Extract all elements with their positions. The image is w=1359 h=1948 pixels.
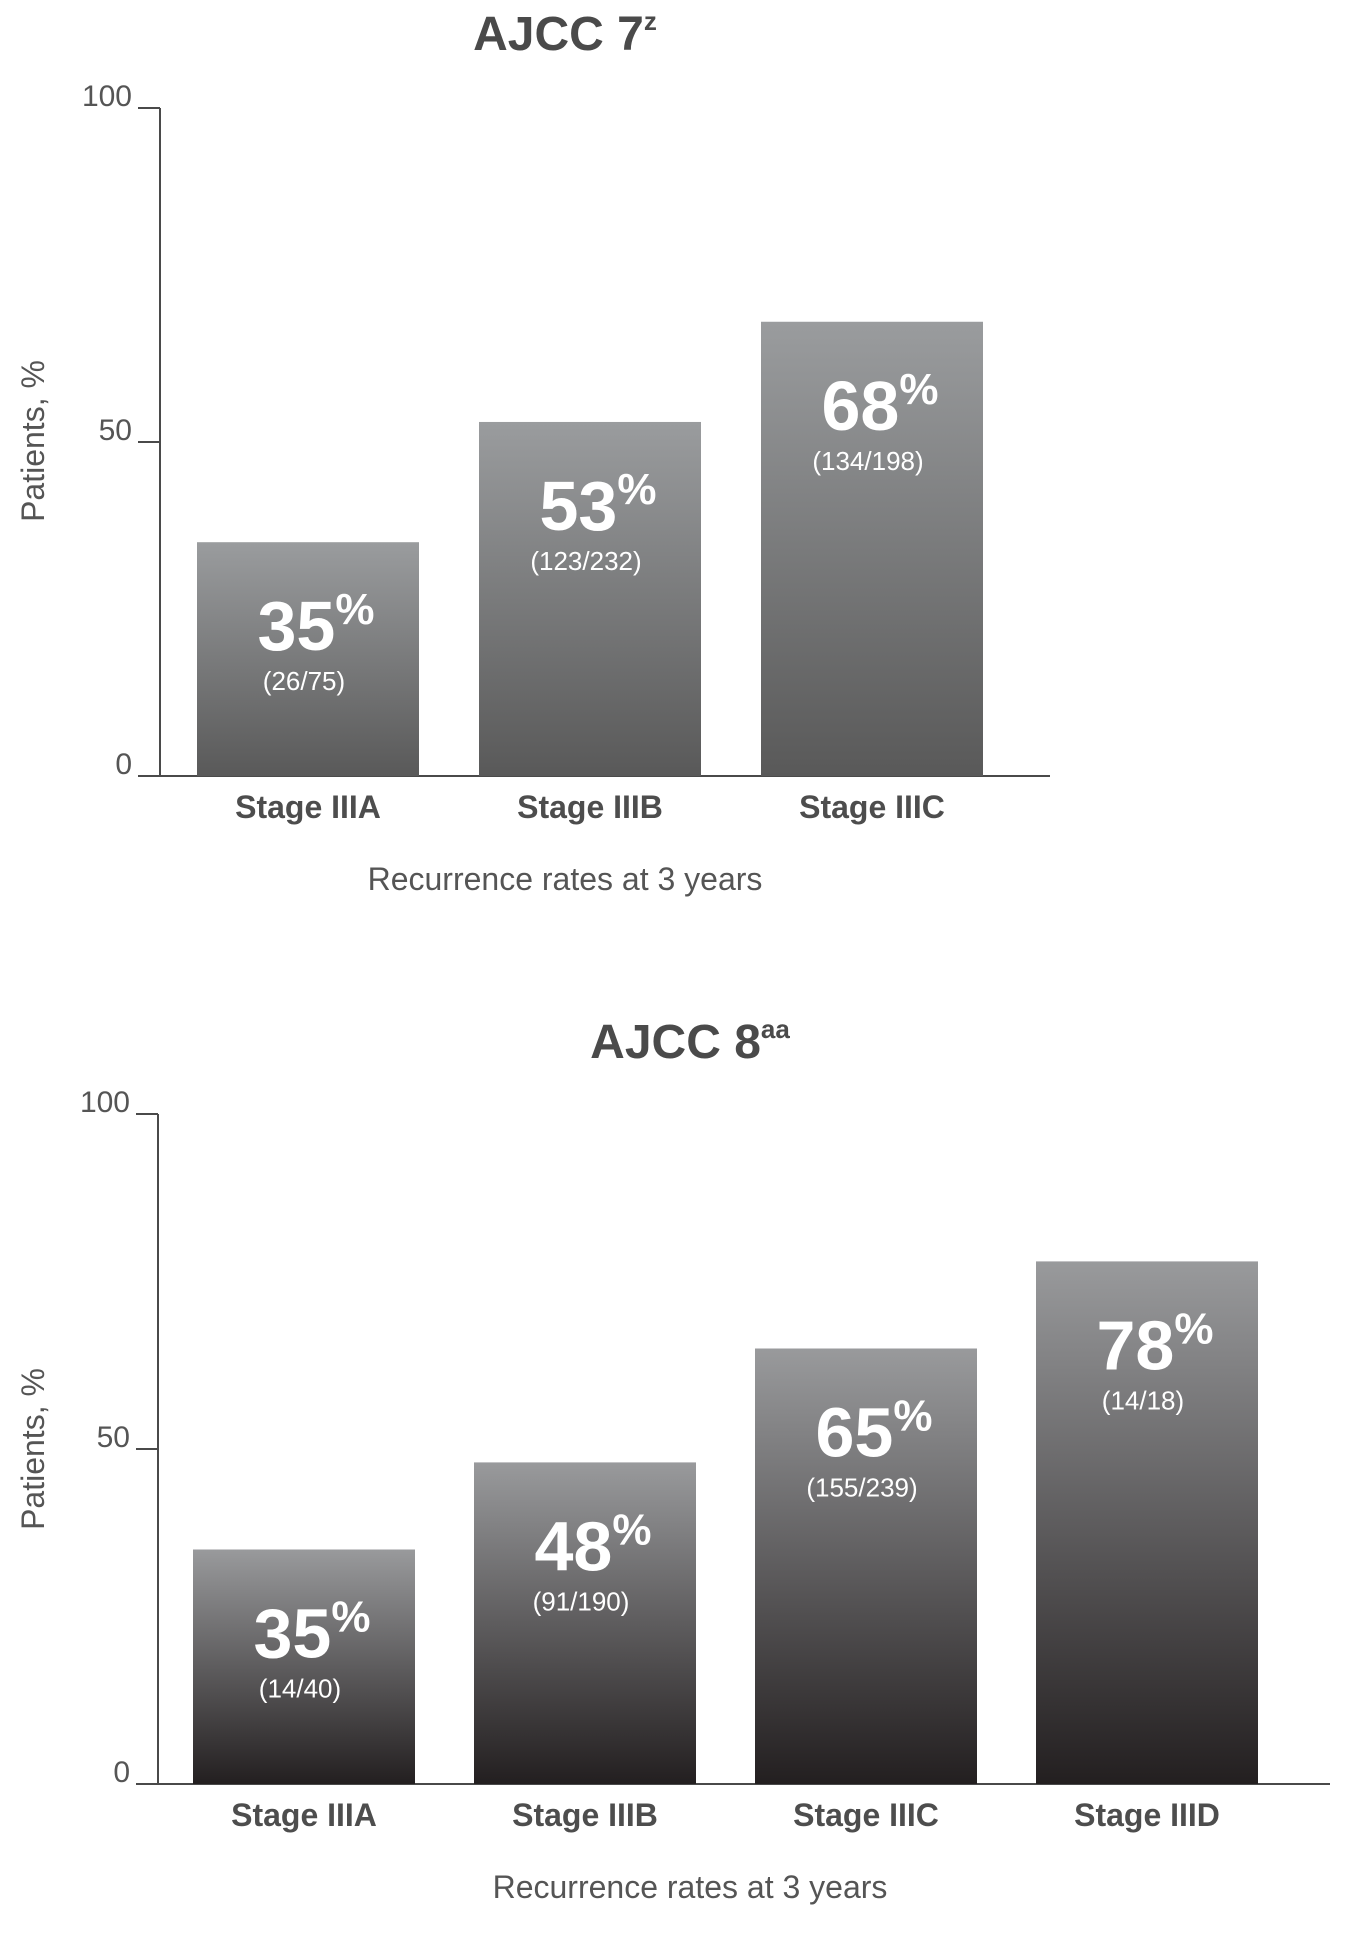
bar (761, 321, 983, 776)
chart-title: AJCC 8aa (590, 1014, 790, 1069)
bar-value-percent: % (612, 1505, 651, 1554)
bar-value-label: 68% (822, 365, 939, 445)
bar-value-percent: % (899, 365, 938, 414)
bar-value-percent: % (331, 1593, 370, 1642)
x-category-label: Stage IIIC (799, 789, 945, 825)
y-tick-label: 50 (99, 414, 132, 447)
bar-count-label: (26/75) (263, 666, 345, 696)
bar (755, 1348, 977, 1784)
chart-title-superscript: aa (761, 1014, 790, 1044)
bar (1036, 1261, 1258, 1784)
bar-value-number: 65 (816, 1394, 894, 1472)
x-category-label: Stage IIIB (517, 789, 663, 825)
y-tick-label: 0 (113, 1756, 130, 1789)
bar (197, 542, 419, 776)
y-tick-label: 50 (97, 1421, 130, 1454)
bar-count-label: (134/198) (812, 446, 923, 476)
bar (193, 1549, 415, 1784)
bar-count-label: (14/18) (1102, 1385, 1184, 1415)
bar-value-number: 68 (822, 367, 900, 445)
bar-value-number: 35 (258, 587, 336, 665)
bar-value-percent: % (617, 465, 656, 514)
x-axis-title: Recurrence rates at 3 years (368, 861, 763, 897)
bar-value-number: 35 (254, 1595, 332, 1673)
bar-value-label: 65% (816, 1392, 933, 1472)
bar-value-percent: % (893, 1392, 932, 1441)
bar-count-label: (155/239) (806, 1473, 917, 1503)
bar (479, 421, 701, 776)
bar-value-label: 35% (254, 1593, 371, 1673)
bar-value-label: 53% (540, 465, 657, 545)
bar-value-label: 78% (1097, 1304, 1214, 1384)
bar-count-label: (14/40) (259, 1674, 341, 1704)
y-axis-title: Patients, % (15, 1368, 51, 1530)
bar-count-label: (91/190) (533, 1586, 630, 1616)
bar-value-percent: % (1174, 1304, 1213, 1353)
bar-value-number: 78 (1097, 1306, 1175, 1384)
bar (474, 1462, 696, 1784)
chart-title-superscript: z (644, 6, 657, 36)
bar-value-label: 35% (258, 585, 375, 665)
x-category-label: Stage IIIA (231, 1797, 377, 1833)
x-category-label: Stage IIIA (235, 789, 381, 825)
y-tick-label: 0 (115, 748, 132, 781)
y-axis-title: Patients, % (15, 360, 51, 522)
x-category-label: Stage IIIC (793, 1797, 939, 1833)
x-category-label: Stage IIID (1074, 1797, 1220, 1833)
chart-title: AJCC 7z (473, 6, 657, 61)
bar-value-label: 48% (535, 1505, 652, 1585)
y-tick-label: 100 (82, 80, 132, 113)
bar-value-percent: % (335, 585, 374, 634)
x-axis-title: Recurrence rates at 3 years (493, 1869, 888, 1905)
bar-count-label: (123/232) (530, 546, 641, 576)
bar-value-number: 48 (535, 1507, 613, 1585)
bar-value-number: 53 (540, 467, 618, 545)
x-category-label: Stage IIIB (512, 1797, 658, 1833)
y-tick-label: 100 (80, 1086, 130, 1119)
